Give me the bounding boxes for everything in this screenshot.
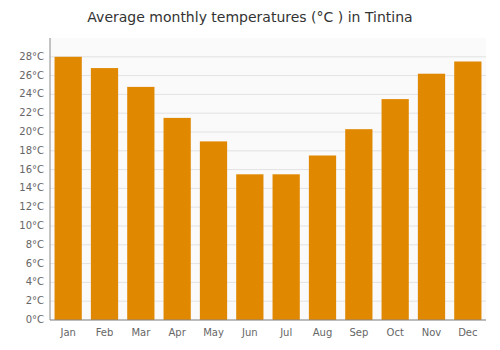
bar — [454, 62, 481, 321]
y-tick-label: 8°C — [26, 239, 44, 250]
bars — [55, 57, 482, 320]
title: Average monthly temperatures (°C ) in Ti… — [87, 9, 412, 25]
x-tick-label: Jan — [59, 327, 75, 338]
x-tick-label: Aug — [313, 327, 333, 338]
bar — [345, 129, 372, 320]
y-tick-label: 26°C — [19, 70, 44, 81]
x-tick-label: Apr — [169, 327, 187, 338]
y-tick-label: 18°C — [19, 145, 44, 156]
y-tick-label: 6°C — [26, 258, 44, 269]
x-tick-label: Dec — [458, 327, 477, 338]
y-tick-label: 4°C — [26, 276, 44, 287]
x-tick-label: Mar — [131, 327, 151, 338]
plot-background — [50, 38, 486, 320]
x-tick-label: Feb — [96, 327, 114, 338]
y-tick-label: 0°C — [26, 314, 44, 325]
bar — [91, 68, 118, 320]
bar — [236, 174, 263, 320]
bar — [382, 99, 409, 320]
y-tick-label: 24°C — [19, 88, 44, 99]
bar — [309, 156, 336, 321]
y-axis: 0°C 2°C 4°C 6°C 8°C 10°C 12°C 14°C 16°C 18°C 20°C 2… — [19, 51, 44, 325]
x-tick-label: Jul — [279, 327, 292, 338]
grid-line — [50, 320, 486, 321]
chart: 0°C 2°C 4°C 6°C 8°C 10°C 12°C 14°C 16°C 18°C 20°C 2… — [0, 0, 500, 350]
y-tick-label: 20°C — [19, 126, 44, 137]
bar — [273, 174, 300, 320]
y-tick-label: 28°C — [19, 51, 44, 62]
y-tick-label: 2°C — [26, 295, 44, 306]
x-tick-label: Jun — [241, 327, 258, 338]
x-axis-line — [50, 320, 486, 321]
bar — [164, 118, 191, 320]
y-tick-label: 12°C — [19, 201, 44, 212]
y-tick-label: 14°C — [19, 182, 44, 193]
y-tick-label: 16°C — [19, 164, 44, 175]
y-tick-label: 10°C — [19, 220, 44, 231]
grid — [50, 57, 486, 320]
grid-line — [50, 56, 486, 57]
bar — [127, 87, 154, 320]
x-tick-label: Nov — [422, 327, 442, 338]
page: {"chart_data": {"type": "bar", "title": … — [0, 0, 500, 350]
x-tick-label: Sep — [349, 327, 368, 338]
x-tick-label: Oct — [387, 327, 404, 338]
y-tick-label: 22°C — [19, 107, 44, 118]
x-axis: Jan Feb Mar Apr May Jun Jul Aug Sep Oct Nov Dec — [59, 327, 477, 338]
y-axis-line — [50, 38, 51, 320]
bar — [55, 57, 82, 320]
bar — [200, 141, 227, 320]
bar — [418, 74, 445, 320]
x-tick-label: May — [203, 327, 224, 338]
